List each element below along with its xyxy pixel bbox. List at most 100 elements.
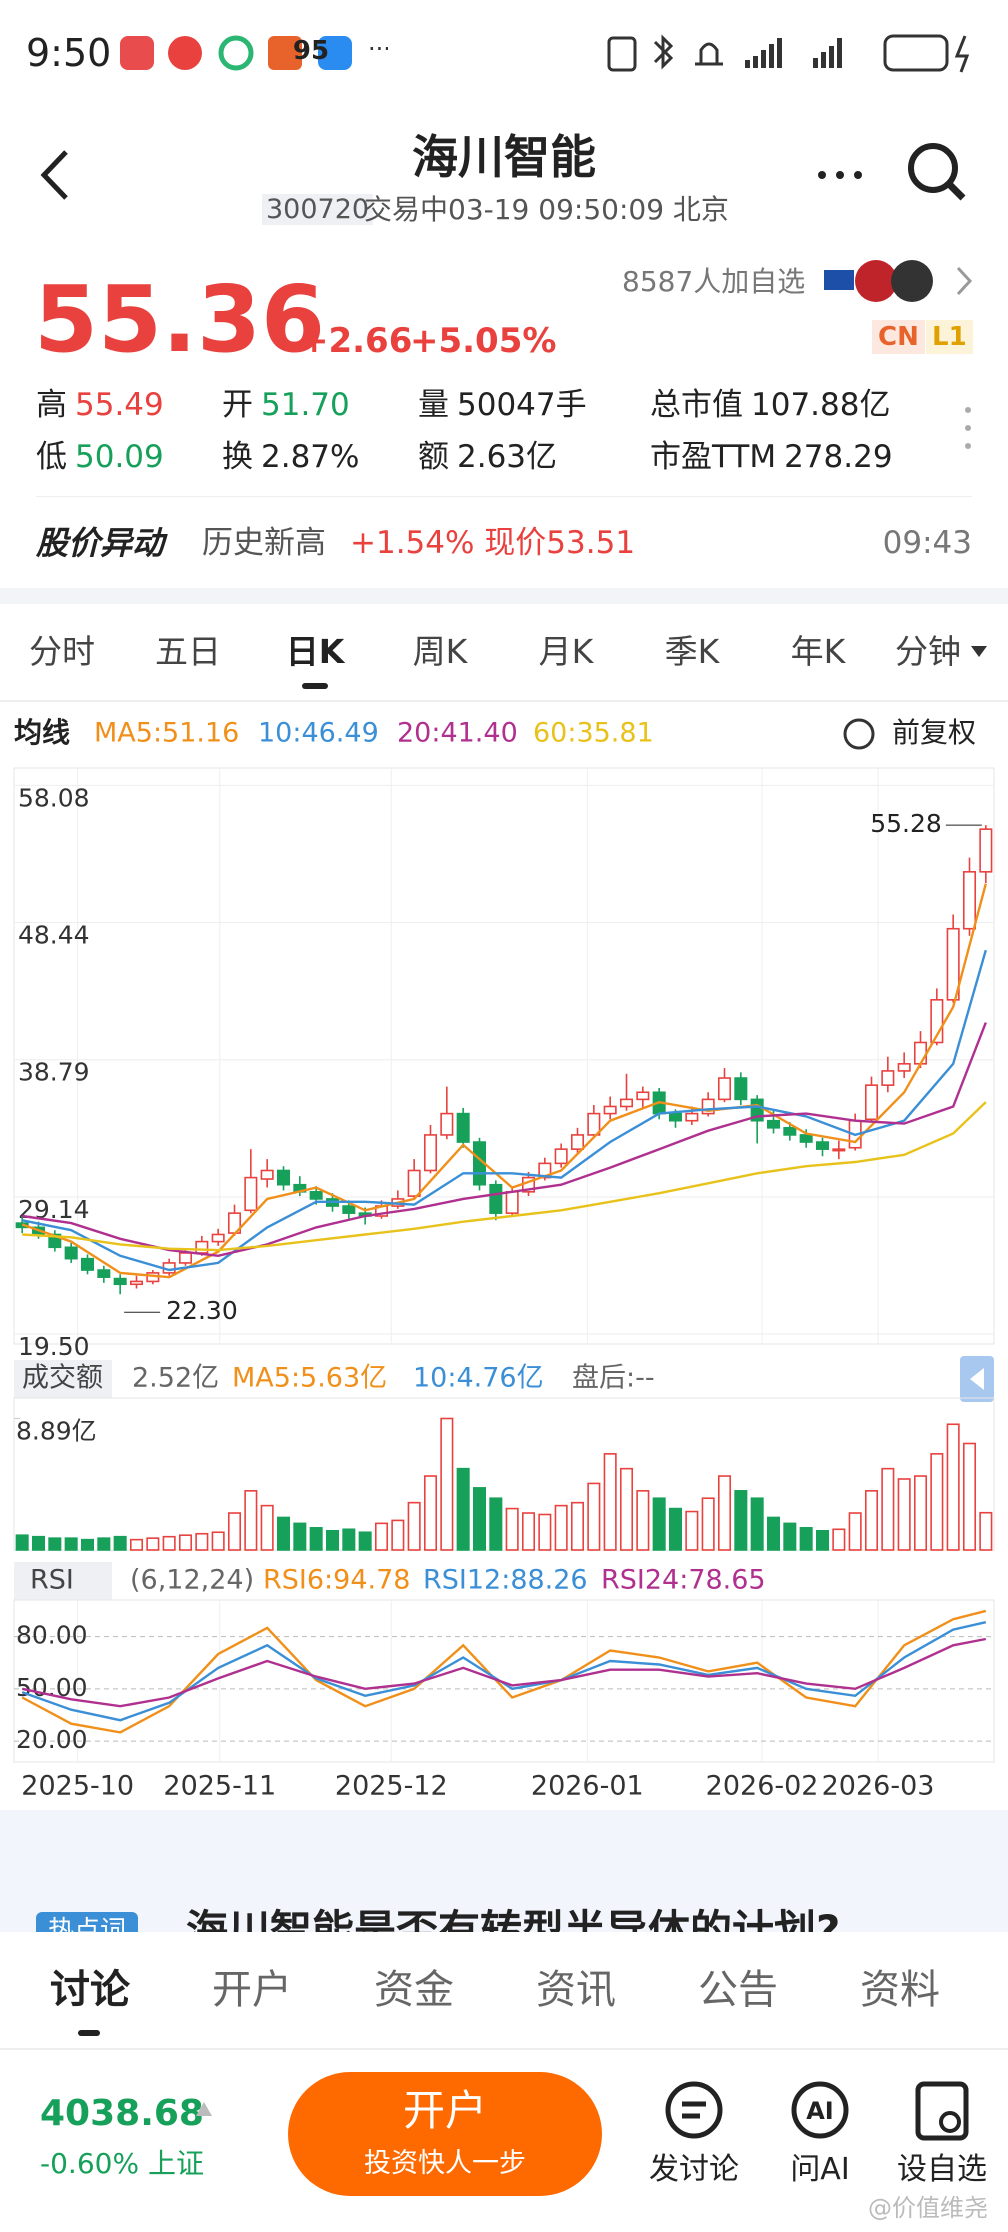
volume-bar xyxy=(374,1522,389,1551)
y-tick-label: 29.14 xyxy=(18,1195,90,1224)
candle-body xyxy=(979,828,993,873)
candle-body xyxy=(260,1169,274,1180)
ma-line xyxy=(21,1609,987,1734)
y-tick-label: 80.00 xyxy=(16,1621,88,1650)
y-tick-label: 58.08 xyxy=(18,783,90,812)
plot-frame xyxy=(13,767,995,1345)
alert-text: 历史新高 xyxy=(202,525,326,561)
period-tab[interactable]: 日K xyxy=(285,632,345,671)
battery-level: 95 xyxy=(292,36,330,66)
volume-bar xyxy=(652,1497,666,1551)
nav-tab[interactable]: 开户 xyxy=(212,1967,292,2013)
more-button[interactable] xyxy=(812,160,872,190)
alert-change: +1.54% 现价53.51 xyxy=(350,525,636,561)
status-right-icons xyxy=(607,34,970,73)
volume-bar xyxy=(162,1535,176,1551)
period-tab[interactable]: 分时 xyxy=(29,632,95,671)
avatar-group[interactable] xyxy=(824,258,974,304)
volume-bar xyxy=(440,1417,454,1551)
open-account-button[interactable] xyxy=(288,2072,602,2196)
volume-bar xyxy=(962,1442,977,1551)
min-label: 22.30 xyxy=(166,1296,238,1325)
stats-more[interactable] xyxy=(960,404,976,454)
stat-label: 开 xyxy=(222,387,253,423)
price-change: +2.66 xyxy=(300,321,413,361)
volume-bar xyxy=(97,1537,111,1551)
stat-value: 50.09 xyxy=(75,439,164,475)
legend-text: RSI12:88.26 xyxy=(423,1565,588,1596)
price: 55.36 xyxy=(34,266,326,373)
nav-tab[interactable]: 公告 xyxy=(698,1967,778,2013)
candle-body xyxy=(962,871,977,930)
volume-bar xyxy=(864,1490,879,1551)
volume-bar xyxy=(701,1497,715,1551)
legend-text: 2.52亿 xyxy=(132,1363,219,1394)
candle-body xyxy=(587,1112,601,1136)
period-tab[interactable]: 月K xyxy=(538,632,594,671)
period-tab[interactable]: 季K xyxy=(664,632,720,671)
x-tick-label: 2026-01 xyxy=(531,1771,644,1802)
rsi-title-bg xyxy=(14,1562,112,1600)
candle-body xyxy=(734,1077,748,1101)
candle-body xyxy=(881,1070,895,1086)
volume-bar xyxy=(113,1535,127,1551)
action-label[interactable]: 设自选 xyxy=(897,2152,987,2187)
period-tab[interactable]: 年K xyxy=(790,632,846,671)
volume-bar xyxy=(178,1534,193,1551)
nav-tab[interactable]: 资金 xyxy=(374,1967,454,2013)
volume-bar xyxy=(342,1528,356,1551)
volume-bar xyxy=(554,1504,568,1551)
volume-bar xyxy=(815,1529,830,1551)
period-tab[interactable]: 五日 xyxy=(155,632,221,671)
volume-bar xyxy=(636,1490,650,1551)
volume-bar xyxy=(685,1510,699,1551)
volume-bar xyxy=(832,1528,846,1551)
nav-tab[interactable]: 讨论 xyxy=(50,1967,130,2013)
volume-bar xyxy=(603,1453,617,1551)
stat-value: 55.49 xyxy=(75,387,164,423)
candle-body xyxy=(930,999,944,1044)
action-label[interactable]: 发讨论 xyxy=(649,2152,739,2187)
alert-label: 股价异动 xyxy=(36,524,165,562)
volume-bar xyxy=(619,1467,634,1551)
legend-text: 均线 xyxy=(14,716,70,749)
candle-body xyxy=(636,1091,650,1101)
volume-bar xyxy=(783,1522,797,1551)
volume-bar xyxy=(227,1512,242,1551)
period-tab[interactable]: 分钟 xyxy=(895,632,961,671)
candle-body xyxy=(750,1098,764,1122)
volume-bar xyxy=(80,1538,95,1551)
volume-bar xyxy=(946,1423,960,1551)
action-icons: AI xyxy=(665,2081,969,2141)
volume-bar xyxy=(897,1478,911,1551)
stat-value: 2.87% xyxy=(261,439,360,475)
candle-body xyxy=(864,1084,879,1121)
collapse-arrow xyxy=(970,1368,984,1390)
volume-bar xyxy=(391,1519,405,1551)
candle-body xyxy=(211,1233,225,1243)
rsi-params: (6,12,24) xyxy=(130,1565,254,1596)
nav-tab[interactable]: 资料 xyxy=(860,1967,940,2013)
volume-bar xyxy=(538,1513,552,1551)
candle-body xyxy=(783,1127,797,1136)
max-label: 55.28 xyxy=(870,809,942,838)
candle-body xyxy=(48,1233,62,1249)
y-tick-label: 20.00 xyxy=(16,1725,88,1754)
search-button[interactable] xyxy=(905,140,969,204)
period-tab[interactable]: 周K xyxy=(412,632,468,671)
volume-title-bg xyxy=(14,1360,112,1398)
volume-bar xyxy=(260,1504,274,1551)
watermark: @价值维尧 xyxy=(868,2194,988,2222)
action-label[interactable]: 问AI xyxy=(790,2152,850,2187)
stat-value: 278.29 xyxy=(784,439,893,475)
nav-tab[interactable]: 资讯 xyxy=(536,1967,616,2013)
y-tick-label: 8.89亿 xyxy=(16,1417,97,1446)
legend-text: RSI6:94.78 xyxy=(263,1565,410,1596)
candle-body xyxy=(456,1112,470,1143)
volume-bar xyxy=(750,1497,764,1551)
candle-body xyxy=(64,1246,78,1260)
x-tick-label: 2026-02 xyxy=(706,1771,819,1802)
volume-bar xyxy=(587,1482,601,1551)
back-button[interactable] xyxy=(36,148,76,202)
candle-body xyxy=(799,1134,813,1143)
